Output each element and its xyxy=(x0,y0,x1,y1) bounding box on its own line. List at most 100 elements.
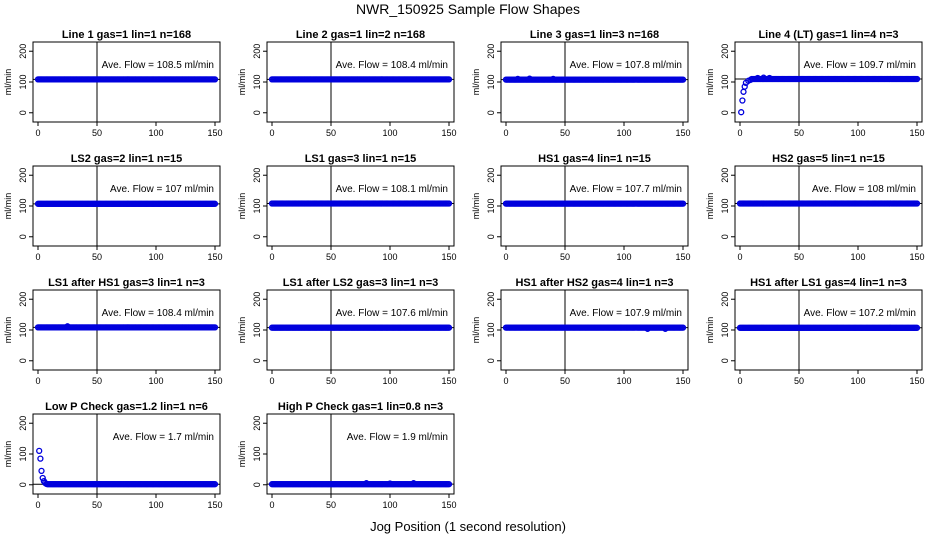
average-flow-annotation: Ave. Flow = 108 ml/min xyxy=(812,184,916,195)
y-tick-label: 100 xyxy=(18,322,28,337)
y-axis-label: ml/min xyxy=(3,193,13,220)
y-tick-label: 200 xyxy=(720,292,730,307)
data-series xyxy=(268,480,453,488)
data-series xyxy=(268,200,453,207)
y-tick-label: 0 xyxy=(18,482,28,487)
x-tick-label: 50 xyxy=(92,376,102,386)
x-tick-label: 0 xyxy=(503,252,508,262)
y-tick-label: 100 xyxy=(720,74,730,89)
panel-4: Line 4 (LT) gas=1 lin=4 n=3 0 50 100 150 0 100… xyxy=(705,29,925,138)
x-tick-label: 50 xyxy=(794,252,804,262)
data-point xyxy=(740,88,747,95)
data-point xyxy=(913,200,921,207)
panel-title: Line 1 gas=1 lin=1 n=168 xyxy=(62,29,191,41)
data-point xyxy=(37,455,44,462)
x-tick-label: 100 xyxy=(148,252,163,262)
y-tick-label: 200 xyxy=(18,168,28,183)
data-point xyxy=(211,76,219,83)
data-point xyxy=(679,76,687,83)
x-tick-label: 0 xyxy=(269,252,274,262)
panel-title: Low P Check gas=1.2 lin=1 n=6 xyxy=(45,401,208,413)
y-tick-label: 200 xyxy=(486,292,496,307)
panel-title: High P Check gas=1 lin=0.8 n=3 xyxy=(278,401,443,413)
x-tick-label: 0 xyxy=(503,376,508,386)
data-series xyxy=(502,75,687,83)
panel-title: HS1 after LS1 gas=4 lin=1 n=3 xyxy=(750,277,907,289)
x-tick-label: 50 xyxy=(326,128,336,138)
x-tick-label: 100 xyxy=(148,500,163,510)
y-axis-label: ml/min xyxy=(471,317,481,344)
average-flow-annotation: Ave. Flow = 1.7 ml/min xyxy=(113,432,214,443)
average-flow-annotation: Ave. Flow = 107.7 ml/min xyxy=(570,184,682,195)
x-tick-label: 0 xyxy=(737,252,742,262)
x-tick-label: 0 xyxy=(737,376,742,386)
y-tick-label: 0 xyxy=(18,110,28,115)
x-tick-label: 100 xyxy=(850,376,865,386)
x-tick-label: 150 xyxy=(909,128,924,138)
data-point xyxy=(644,325,651,332)
y-tick-label: 100 xyxy=(18,74,28,89)
y-tick-label: 100 xyxy=(486,198,496,213)
y-axis-label: ml/min xyxy=(237,441,247,468)
average-flow-annotation: Ave. Flow = 107.6 ml/min xyxy=(336,308,448,319)
x-tick-label: 150 xyxy=(207,128,222,138)
data-series xyxy=(736,324,921,331)
y-tick-label: 0 xyxy=(252,358,262,363)
data-point xyxy=(211,481,219,488)
y-axis-label: ml/min xyxy=(705,317,715,344)
panel-14: High P Check gas=1 lin=0.8 n=3 0 50 100 150 0… xyxy=(237,401,457,510)
x-tick-label: 50 xyxy=(326,376,336,386)
data-point xyxy=(410,480,417,487)
data-point xyxy=(679,200,687,207)
y-tick-label: 0 xyxy=(720,358,730,363)
data-series xyxy=(502,200,687,207)
data-series xyxy=(736,200,921,207)
y-axis-label: ml/min xyxy=(3,441,13,468)
x-tick-label: 0 xyxy=(35,376,40,386)
x-tick-label: 100 xyxy=(382,376,397,386)
x-tick-label: 50 xyxy=(560,376,570,386)
x-tick-label: 100 xyxy=(382,128,397,138)
panel-title: LS1 gas=3 lin=1 n=15 xyxy=(305,153,417,165)
y-tick-label: 0 xyxy=(486,234,496,239)
data-point xyxy=(662,325,669,332)
y-tick-label: 100 xyxy=(18,198,28,213)
data-series xyxy=(738,74,921,116)
y-axis-label: ml/min xyxy=(471,69,481,96)
y-tick-label: 200 xyxy=(252,292,262,307)
panel-title: LS1 after HS1 gas=3 lin=1 n=3 xyxy=(48,277,205,289)
data-point xyxy=(679,324,687,331)
data-point xyxy=(211,324,219,331)
data-point xyxy=(38,467,45,475)
y-tick-label: 100 xyxy=(252,198,262,213)
panel-title: HS1 gas=4 lin=1 n=15 xyxy=(538,153,651,165)
data-point xyxy=(36,447,43,455)
y-tick-label: 0 xyxy=(252,110,262,115)
x-tick-label: 100 xyxy=(148,128,163,138)
x-tick-label: 150 xyxy=(909,376,924,386)
data-series xyxy=(268,76,453,83)
figure-title: NWR_150925 Sample Flow Shapes xyxy=(355,1,581,17)
data-point xyxy=(741,83,748,90)
panel-1: Line 1 gas=1 lin=1 n=168 0 50 100 150 0 100 200… xyxy=(3,29,223,138)
y-tick-label: 200 xyxy=(18,44,28,59)
x-tick-label: 0 xyxy=(269,500,274,510)
average-flow-annotation: Ave. Flow = 107.8 ml/min xyxy=(570,60,682,71)
x-tick-label: 50 xyxy=(326,500,336,510)
y-tick-label: 100 xyxy=(720,322,730,337)
data-point xyxy=(754,74,761,82)
data-point xyxy=(363,480,370,487)
y-axis-label: ml/min xyxy=(3,69,13,96)
data-point xyxy=(738,109,745,116)
panel-title: Line 3 gas=1 lin=3 n=168 xyxy=(530,29,659,41)
y-tick-label: 200 xyxy=(18,416,28,431)
x-tick-label: 50 xyxy=(560,128,570,138)
y-tick-label: 200 xyxy=(252,44,262,59)
panel-8: HS2 gas=5 lin=1 n=15 0 50 100 150 0 100 200 ml/m… xyxy=(705,153,925,262)
y-tick-label: 100 xyxy=(252,446,262,461)
data-point xyxy=(766,74,773,82)
average-flow-annotation: Ave. Flow = 107.9 ml/min xyxy=(570,308,682,319)
data-point xyxy=(760,74,767,81)
x-tick-label: 100 xyxy=(616,376,631,386)
